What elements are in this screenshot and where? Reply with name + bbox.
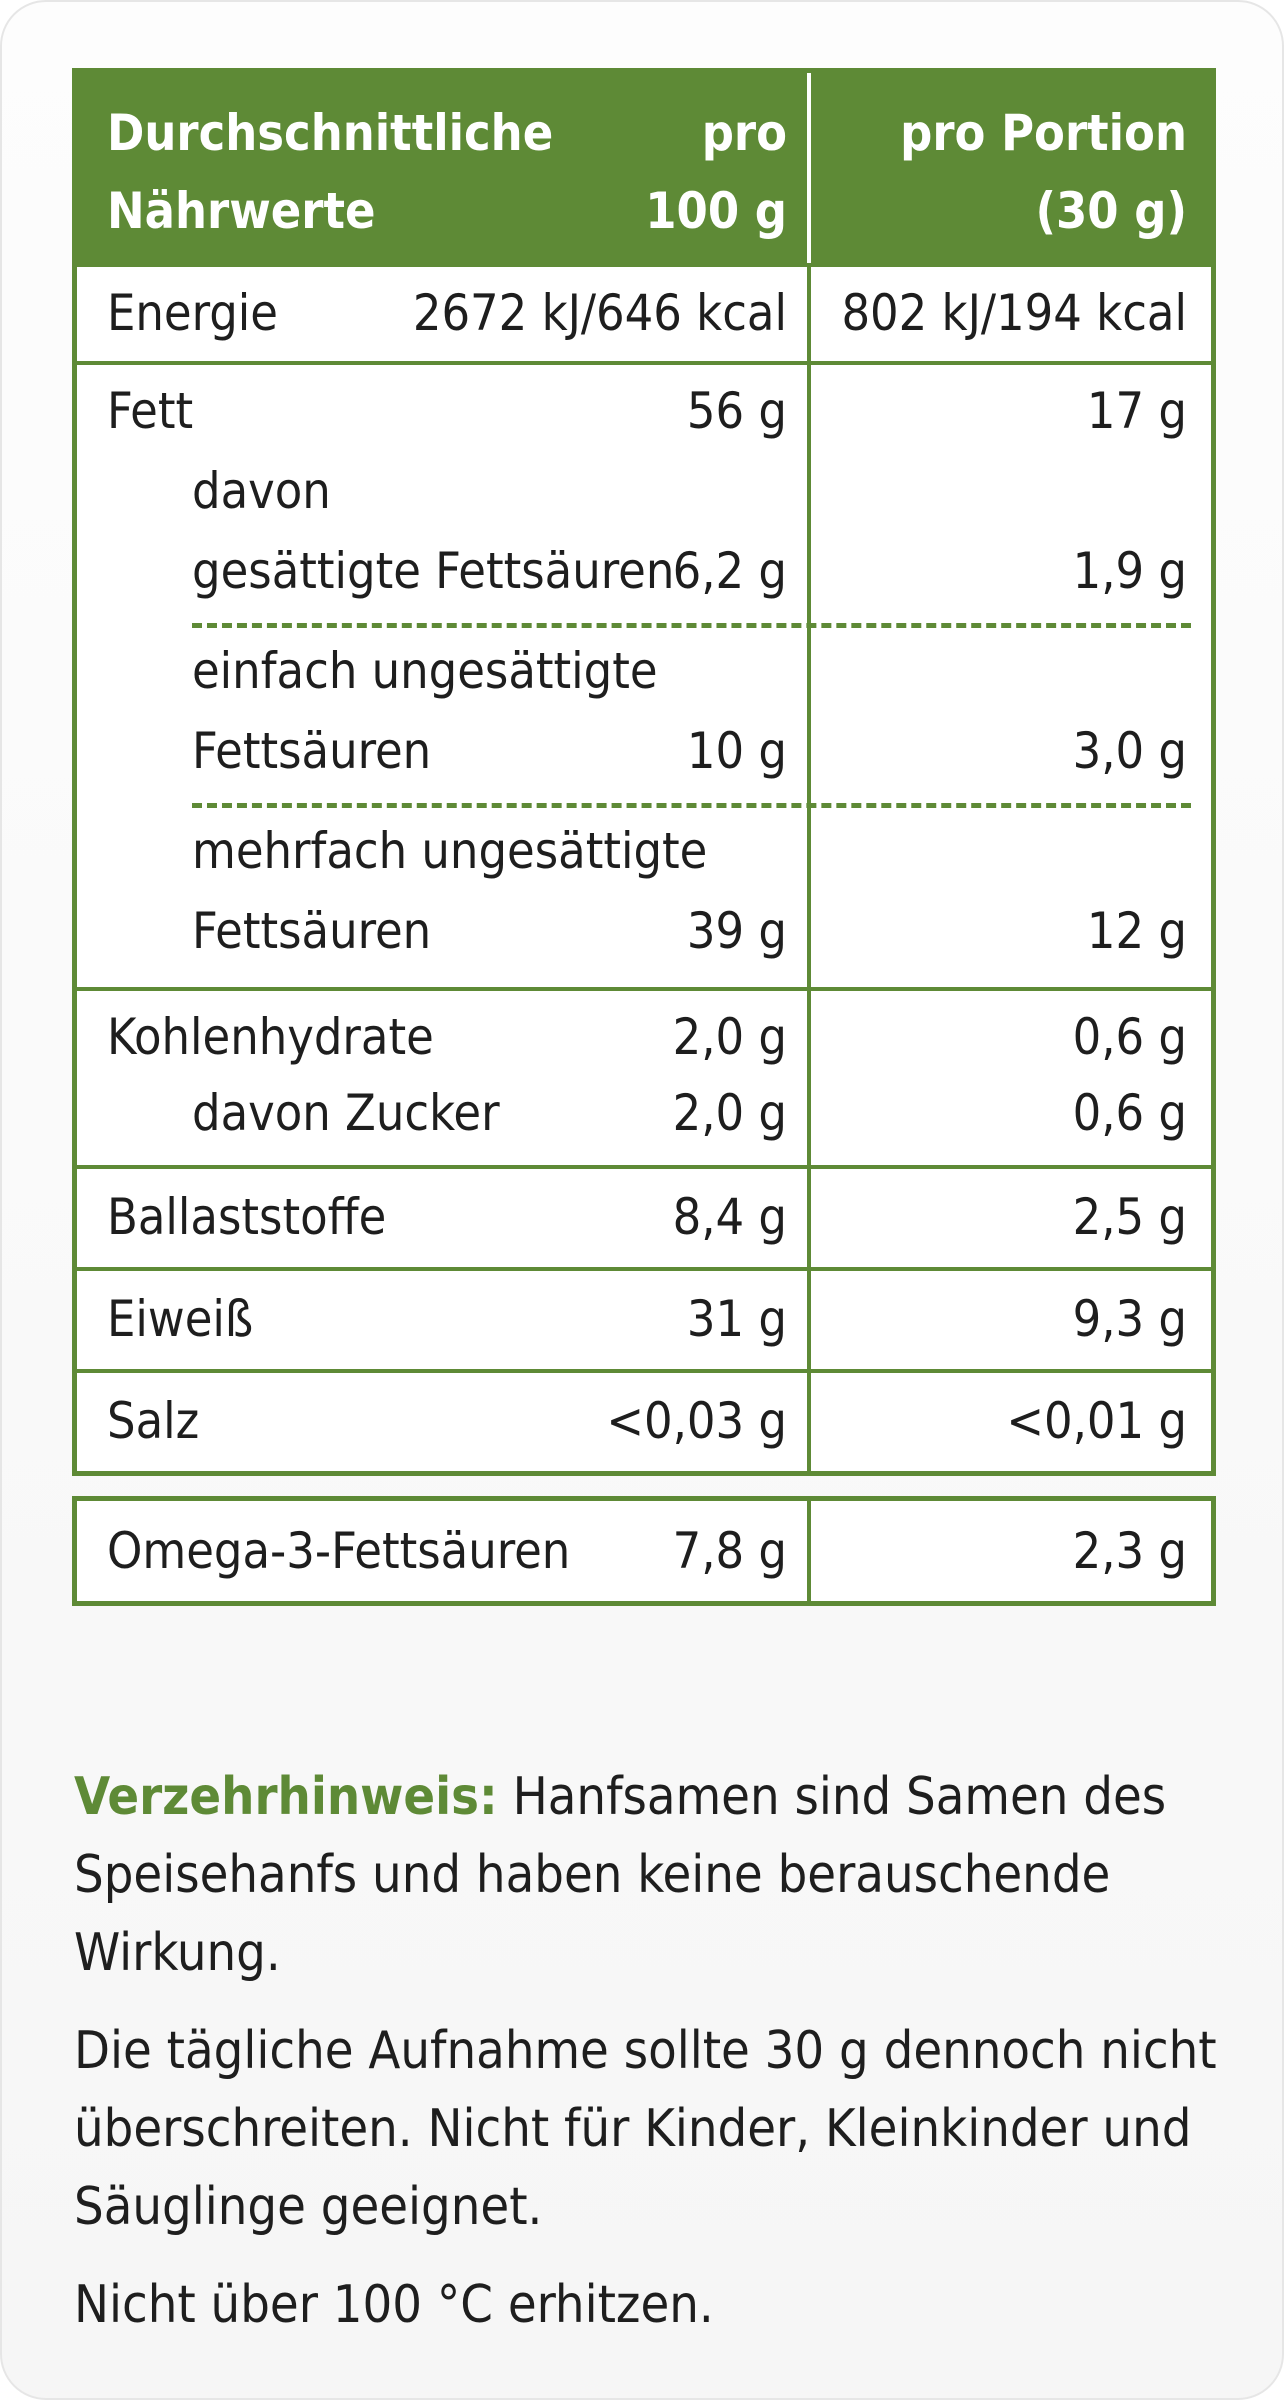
gesaettigte-portion: 1,9 g bbox=[1072, 542, 1187, 600]
table-row-energie: Energie 2672 kJ/646 kcal 802 kJ/194 kcal bbox=[77, 263, 1211, 361]
table-header: Durchschnittliche Nährwerte pro 100 g pr… bbox=[77, 73, 1211, 263]
omega-per100: 7,8 g bbox=[672, 1522, 787, 1580]
gesaettigte-label-line2: gesättigte Fettsäuren bbox=[192, 542, 675, 600]
einfach-per100: 10 g bbox=[686, 722, 787, 780]
fett-per100: 56 g bbox=[686, 382, 787, 440]
header-portion-line2: (30 g) bbox=[1035, 182, 1187, 240]
salz-portion: <0,01 g bbox=[1006, 1392, 1187, 1450]
eiweiss-label: Eiweiß bbox=[107, 1290, 254, 1348]
eiweiss-portion: 9,3 g bbox=[1072, 1290, 1187, 1348]
table-row-ballaststoffe: Ballaststoffe 8,4 g 2,5 g bbox=[77, 1165, 1211, 1267]
header-portion-line1: pro Portion bbox=[900, 104, 1187, 162]
kohlenhydrate-per100: 2,0 g bbox=[672, 1008, 787, 1066]
header-per100-line2: 100 g bbox=[645, 182, 787, 240]
energie-per100: 2672 kJ/646 kcal bbox=[412, 284, 787, 342]
gesaettigte-label-line1: davon bbox=[192, 462, 331, 520]
einfach-label-line2: Fettsäuren bbox=[192, 722, 432, 780]
kohlenhydrate-portion: 0,6 g bbox=[1072, 1008, 1187, 1066]
fett-label: Fett bbox=[107, 382, 194, 440]
mehrfach-label-line1: mehrfach ungesättigte bbox=[192, 822, 708, 880]
omega-table: Omega-3-Fettsäuren 7,8 g 2,3 g bbox=[72, 1496, 1216, 1606]
mehrfach-per100: 39 g bbox=[686, 902, 787, 960]
note-daily: Die tägliche Aufnahme sollte 30 g dennoc… bbox=[74, 2021, 1217, 2237]
table-row-kohlenhydrate-group: Kohlenhydrate 2,0 g 0,6 g davon Zucker 2… bbox=[77, 987, 1211, 1165]
note-heat: Nicht über 100 °C erhitzen. bbox=[74, 2275, 714, 2335]
energie-label: Energie bbox=[107, 284, 278, 342]
table-row-salz: Salz <0,03 g <0,01 g bbox=[77, 1369, 1211, 1471]
note-hint: Verzehrhinweis: Hanfsamen sind Samen des… bbox=[74, 1758, 1234, 1992]
divider-dashed bbox=[192, 623, 1191, 628]
einfach-portion: 3,0 g bbox=[1072, 722, 1187, 780]
nutrition-table: Durchschnittliche Nährwerte pro 100 g pr… bbox=[72, 68, 1216, 1476]
hint-text: Hanfsamen sind Samen des Speisehanfs und… bbox=[74, 1767, 1167, 1983]
table-row-eiweiss: Eiweiß 31 g 9,3 g bbox=[77, 1267, 1211, 1369]
ballaststoffe-label: Ballaststoffe bbox=[107, 1188, 387, 1246]
header-per100-line1: pro bbox=[701, 104, 787, 162]
divider-dashed bbox=[192, 803, 1191, 808]
mehrfach-portion: 12 g bbox=[1086, 902, 1187, 960]
zucker-label: davon Zucker bbox=[192, 1084, 500, 1142]
gesaettigte-per100: 6,2 g bbox=[672, 542, 787, 600]
omega-portion: 2,3 g bbox=[1072, 1522, 1187, 1580]
ballaststoffe-per100: 8,4 g bbox=[672, 1188, 787, 1246]
salz-label: Salz bbox=[107, 1392, 200, 1450]
kohlenhydrate-label: Kohlenhydrate bbox=[107, 1008, 434, 1066]
omega-label: Omega-3-Fettsäuren bbox=[107, 1522, 571, 1580]
salz-per100: <0,03 g bbox=[606, 1392, 787, 1450]
ballaststoffe-portion: 2,5 g bbox=[1072, 1188, 1187, 1246]
table-row-fett-group: Fett 56 g 17 g davon gesättigte Fettsäur… bbox=[77, 361, 1211, 987]
einfach-label-line1: einfach ungesättigte bbox=[192, 642, 658, 700]
energie-portion: 802 kJ/194 kcal bbox=[841, 284, 1187, 342]
zucker-portion: 0,6 g bbox=[1072, 1084, 1187, 1142]
zucker-per100: 2,0 g bbox=[672, 1084, 787, 1142]
header-label-line1: Durchschnittliche bbox=[107, 104, 554, 162]
table-row-omega: Omega-3-Fettsäuren 7,8 g 2,3 g bbox=[77, 1501, 1211, 1601]
fett-portion: 17 g bbox=[1086, 382, 1187, 440]
header-label-line2: Nährwerte bbox=[107, 182, 376, 240]
mehrfach-label-line2: Fettsäuren bbox=[192, 902, 432, 960]
eiweiss-per100: 31 g bbox=[686, 1290, 787, 1348]
hint-label: Verzehrhinweis: bbox=[74, 1767, 498, 1827]
